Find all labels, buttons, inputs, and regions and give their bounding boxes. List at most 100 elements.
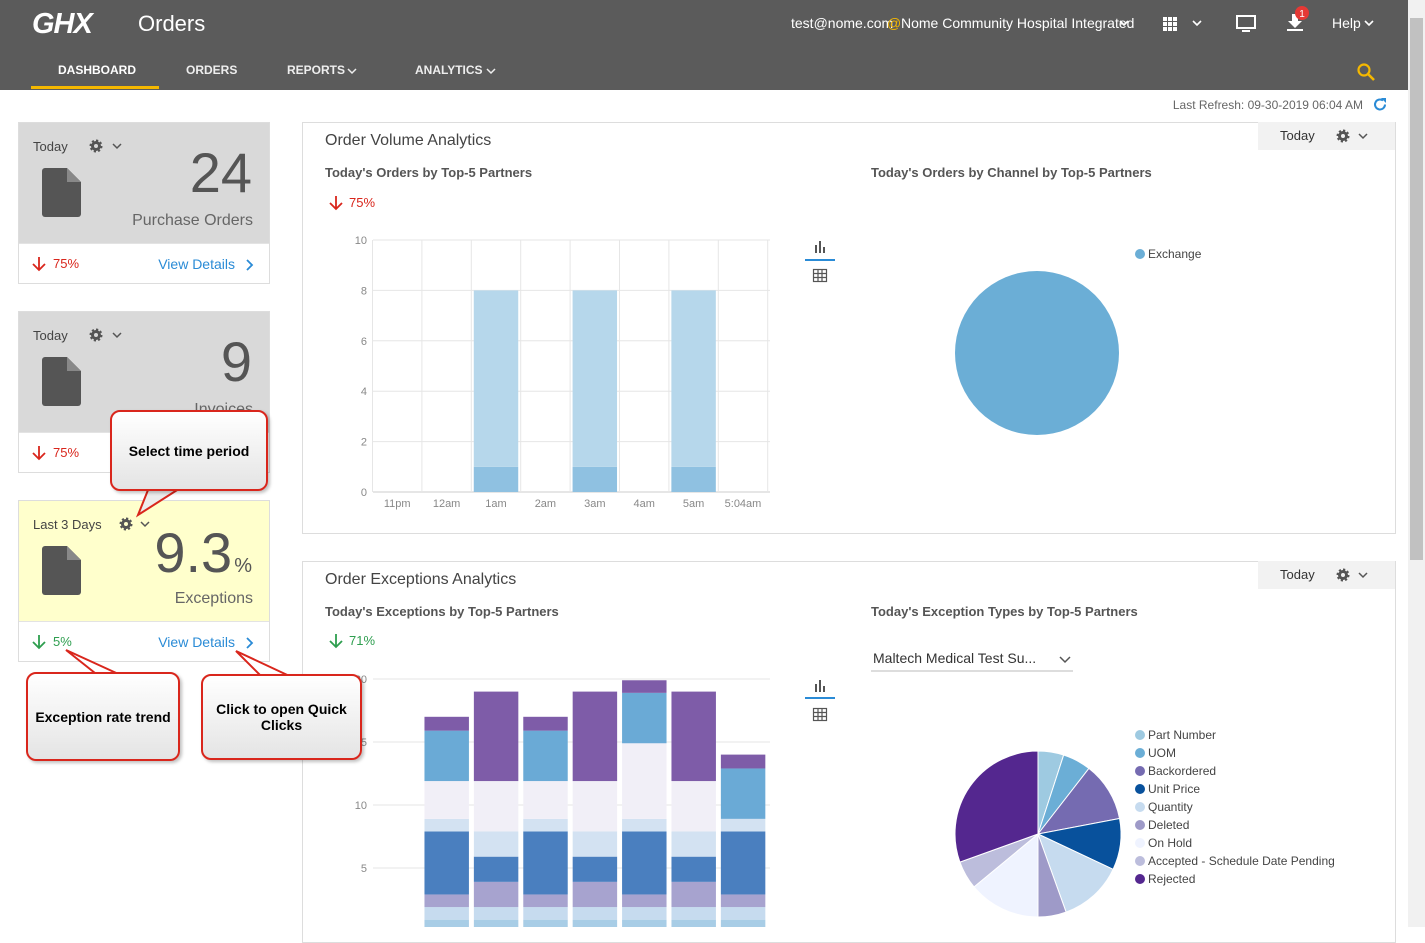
bar-segment xyxy=(572,881,618,908)
card-period[interactable]: Today xyxy=(33,328,68,343)
org-chevron[interactable] xyxy=(1119,20,1129,27)
bar-segment xyxy=(671,856,716,882)
nav-tab[interactable]: ANALYTICS xyxy=(415,63,483,77)
x-tick-label: 1am xyxy=(485,498,506,510)
partner-dropdown[interactable]: Maltech Medical Test Su... xyxy=(873,650,1037,666)
document-icon xyxy=(42,546,81,595)
bar-segment xyxy=(720,754,766,769)
table-view-toggle[interactable] xyxy=(812,707,828,722)
bar-segment xyxy=(622,907,667,920)
legend-swatch xyxy=(1135,802,1145,812)
bar-segment xyxy=(572,919,618,927)
bar-segment xyxy=(473,856,519,882)
gear-menu[interactable] xyxy=(1336,568,1368,582)
period-label[interactable]: Today xyxy=(1280,567,1315,582)
card-value-group: 9.3 % xyxy=(154,525,252,581)
bar-segment xyxy=(671,781,716,832)
organization[interactable]: Nome Community Hospital Integrated xyxy=(901,15,1135,31)
card-period[interactable]: Last 3 Days xyxy=(33,517,102,532)
kpi-card: Last 3 Days 9.3 % Exceptions 5% View Det… xyxy=(18,500,270,662)
view-details[interactable]: View Details xyxy=(158,256,235,272)
download-icon[interactable] xyxy=(1287,14,1303,31)
chart-view-toggle[interactable] xyxy=(805,241,835,261)
callout: Click to open Quick Clicks xyxy=(201,674,362,760)
bar-segment xyxy=(473,466,519,492)
link-chevron[interactable] xyxy=(243,635,257,651)
apps-chevron[interactable] xyxy=(1192,20,1202,27)
period-label[interactable]: Today xyxy=(1280,128,1315,143)
gear-menu[interactable] xyxy=(1336,129,1368,143)
nav-tab[interactable]: ORDERS xyxy=(186,63,238,77)
bar-segment xyxy=(424,716,469,731)
card-label: Exceptions xyxy=(174,590,253,607)
nav-tab[interactable]: REPORTS xyxy=(287,63,346,77)
gear-menu[interactable] xyxy=(87,137,127,155)
callout-tail xyxy=(65,649,126,678)
link-chevron[interactable] xyxy=(243,257,257,273)
legend-swatch xyxy=(1135,730,1145,740)
dropdown-chevron[interactable] xyxy=(1059,656,1071,664)
legend-label: Backordered xyxy=(1148,764,1216,778)
help-chevron[interactable] xyxy=(1364,20,1374,27)
bar-segment xyxy=(622,743,667,819)
card-label: Purchase Orders xyxy=(132,212,253,229)
scrollbar-thumb[interactable] xyxy=(1410,18,1423,560)
at-sign: @ xyxy=(887,15,902,31)
bar-segment xyxy=(424,818,469,832)
bar-segment xyxy=(720,831,766,895)
logo[interactable]: GHX xyxy=(32,8,93,40)
callout-text: Select time period xyxy=(128,442,250,459)
monitor-icon[interactable] xyxy=(1236,15,1256,32)
bar-segment xyxy=(572,856,618,882)
apps-icon[interactable] xyxy=(1163,17,1177,31)
reports-chevron[interactable] xyxy=(347,68,357,75)
callout: Select time period xyxy=(110,410,268,491)
chart-title: Today's Orders by Channel by Top-5 Partn… xyxy=(871,165,1152,180)
x-tick-label: 5am xyxy=(683,498,704,510)
refresh-icon[interactable] xyxy=(1372,96,1389,113)
legend-swatch xyxy=(1135,874,1145,884)
chart-view-toggle[interactable] xyxy=(805,680,835,699)
bar-segment xyxy=(424,894,469,908)
gear-menu[interactable] xyxy=(117,515,157,533)
bar-segment xyxy=(473,907,519,920)
search-icon[interactable] xyxy=(1357,63,1375,81)
bar-segment xyxy=(671,907,716,920)
bar-segment xyxy=(523,831,568,895)
bar-segment xyxy=(572,781,618,832)
period-filter[interactable] xyxy=(1258,122,1395,150)
analytics-chevron[interactable] xyxy=(486,68,496,75)
card-period[interactable]: Today xyxy=(33,139,68,154)
panel-title: Order Volume Analytics xyxy=(325,132,492,149)
bar-segment xyxy=(523,894,568,908)
bar-segment xyxy=(424,781,469,819)
callout-text: Exception rate trend xyxy=(35,708,171,725)
document-icon xyxy=(42,168,81,217)
bar-segment xyxy=(671,919,716,927)
panel-trend: 71% xyxy=(349,633,376,648)
help-menu[interactable]: Help xyxy=(1332,15,1361,31)
bar-segment xyxy=(473,691,519,782)
bar-segment xyxy=(622,831,667,895)
bar-segment xyxy=(671,290,716,467)
view-details[interactable]: View Details xyxy=(158,634,235,650)
bar-segment xyxy=(671,691,716,782)
user-email[interactable]: test@nome.com xyxy=(791,15,894,31)
period-filter[interactable] xyxy=(1258,561,1395,589)
nav-tab[interactable]: DASHBOARD xyxy=(58,63,136,77)
bar-segment xyxy=(523,919,568,927)
bar-segment xyxy=(671,831,716,857)
legend-swatch xyxy=(1135,766,1145,776)
chart-title: Today's Exceptions by Top-5 Partners xyxy=(325,604,559,619)
legend-label: Accepted - Schedule Date Pending xyxy=(1148,854,1335,868)
kpi-card: Today 9 Invoices 75% xyxy=(18,311,270,473)
bar-segment xyxy=(622,818,667,832)
table-view-toggle[interactable] xyxy=(812,268,828,283)
callout: Exception rate trend xyxy=(26,672,180,761)
gear-menu[interactable] xyxy=(87,326,127,344)
legend-label: On Hold xyxy=(1148,836,1192,850)
badge-count: 1 xyxy=(1299,9,1305,20)
x-tick-label: 5:04am xyxy=(725,498,762,510)
bar-segment xyxy=(473,831,519,857)
bar-segment xyxy=(523,907,568,920)
